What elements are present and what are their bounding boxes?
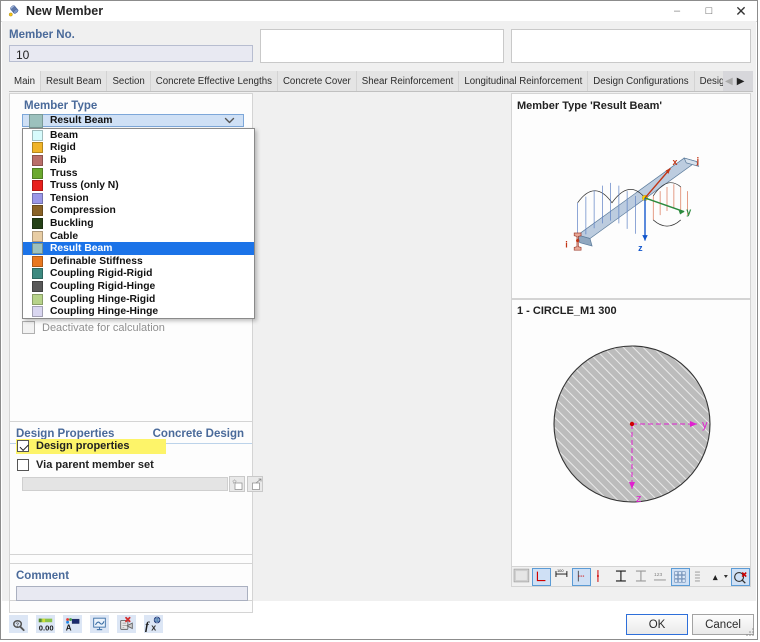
- svg-text:z: z: [636, 493, 642, 505]
- svg-text:z: z: [638, 243, 643, 253]
- svg-text:x: x: [151, 622, 156, 632]
- svg-text:0.00: 0.00: [39, 623, 54, 632]
- svg-text:?: ?: [16, 622, 20, 628]
- svg-text:f: f: [145, 619, 150, 632]
- svg-text:y: y: [702, 419, 708, 431]
- svg-text:j: j: [696, 156, 699, 166]
- svg-text:x: x: [673, 157, 678, 167]
- svg-text:A: A: [66, 623, 72, 632]
- svg-text:▴: ▴: [712, 571, 718, 581]
- svg-text:123: 123: [654, 572, 662, 578]
- svg-text:i: i: [565, 239, 567, 249]
- svg-text:100: 100: [557, 568, 564, 573]
- svg-text:y: y: [686, 206, 691, 216]
